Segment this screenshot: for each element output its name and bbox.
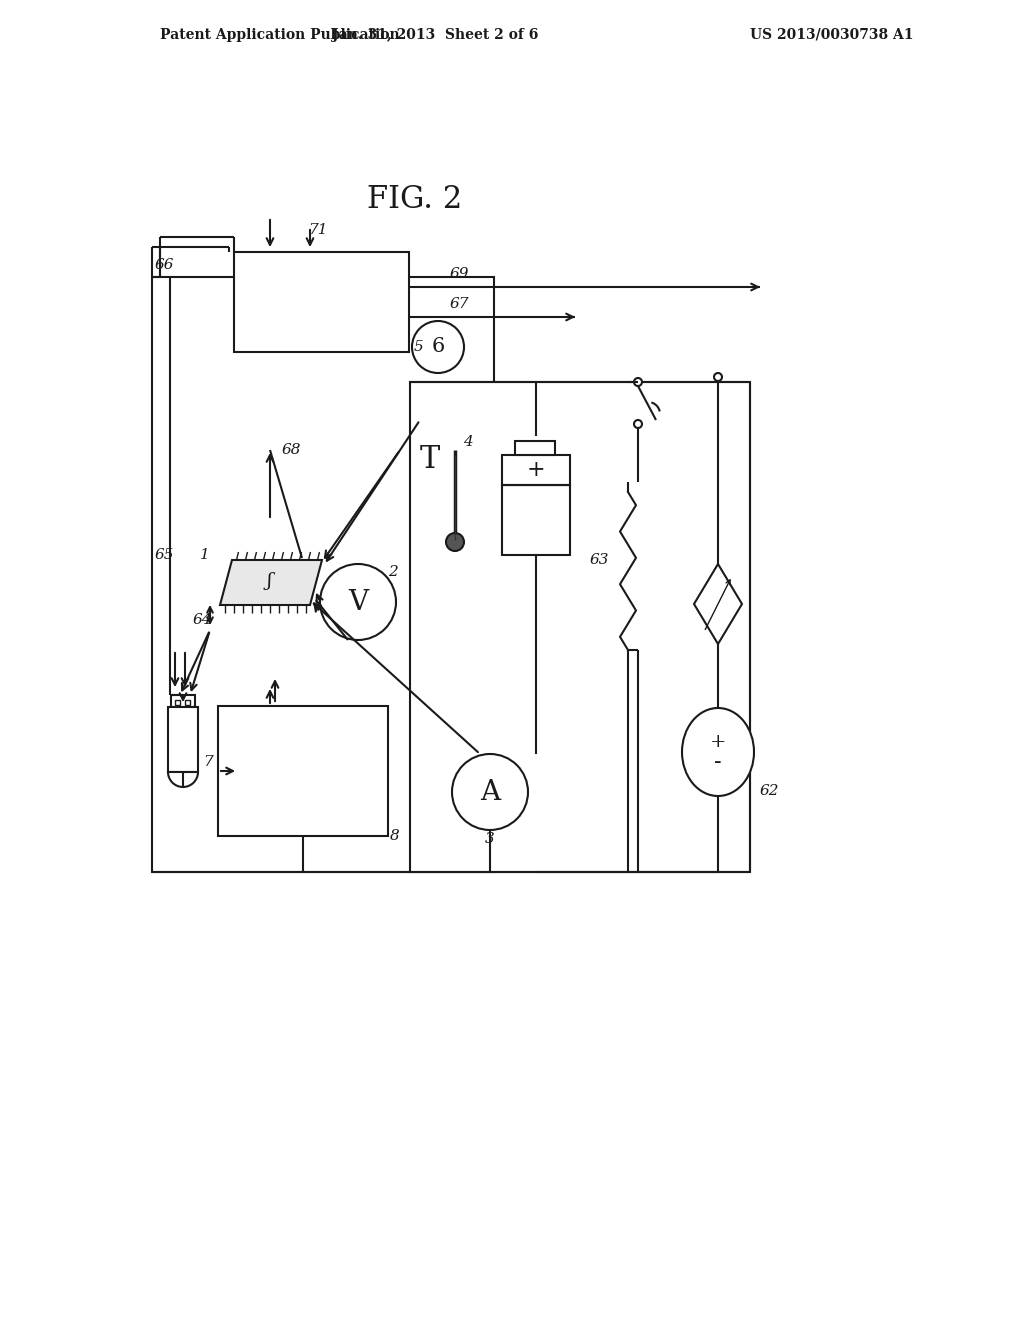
Text: 6: 6	[431, 338, 444, 356]
Bar	[175, 700, 180, 705]
Bar	[410, 381, 750, 873]
Text: 8: 8	[390, 829, 399, 843]
Circle shape	[634, 420, 642, 428]
Bar	[152, 277, 494, 873]
Text: V: V	[348, 589, 368, 615]
Text: 4: 4	[463, 436, 473, 449]
Wedge shape	[168, 772, 198, 787]
Text: 1: 1	[200, 548, 210, 562]
Polygon shape	[694, 564, 742, 644]
Text: 2: 2	[388, 565, 397, 579]
Text: Jan. 31, 2013  Sheet 2 of 6: Jan. 31, 2013 Sheet 2 of 6	[332, 28, 539, 42]
Text: T: T	[420, 445, 440, 475]
Bar	[515, 441, 555, 455]
Bar	[234, 252, 409, 352]
Polygon shape	[220, 560, 322, 605]
Text: FIG. 2: FIG. 2	[368, 185, 463, 215]
Text: 68: 68	[282, 444, 301, 457]
Circle shape	[634, 378, 642, 385]
Circle shape	[319, 564, 396, 640]
Circle shape	[412, 321, 464, 374]
Bar	[168, 708, 198, 772]
Text: A: A	[480, 779, 500, 805]
Text: 62: 62	[760, 784, 779, 799]
Text: US 2013/0030738 A1: US 2013/0030738 A1	[750, 28, 913, 42]
Text: +: +	[710, 733, 726, 751]
Text: 65: 65	[155, 548, 174, 562]
Text: 7: 7	[203, 755, 213, 770]
Text: 67: 67	[450, 297, 469, 312]
Text: 63: 63	[590, 553, 609, 568]
Circle shape	[452, 754, 528, 830]
Text: 64: 64	[193, 612, 213, 627]
Bar	[185, 700, 190, 705]
Text: 5: 5	[414, 341, 424, 354]
Text: 71: 71	[308, 223, 328, 238]
Text: 69: 69	[450, 267, 469, 281]
Text: Patent Application Publication: Patent Application Publication	[160, 28, 399, 42]
Text: ʃ: ʃ	[266, 572, 271, 590]
Text: -: -	[714, 751, 722, 774]
Text: 3: 3	[485, 832, 495, 846]
Bar	[218, 706, 388, 836]
Bar	[502, 455, 570, 484]
Circle shape	[446, 533, 464, 550]
Circle shape	[714, 374, 722, 381]
Ellipse shape	[682, 708, 754, 796]
Text: +: +	[526, 459, 546, 480]
Bar	[171, 696, 195, 708]
Text: 66: 66	[155, 257, 174, 272]
Bar	[502, 484, 570, 554]
